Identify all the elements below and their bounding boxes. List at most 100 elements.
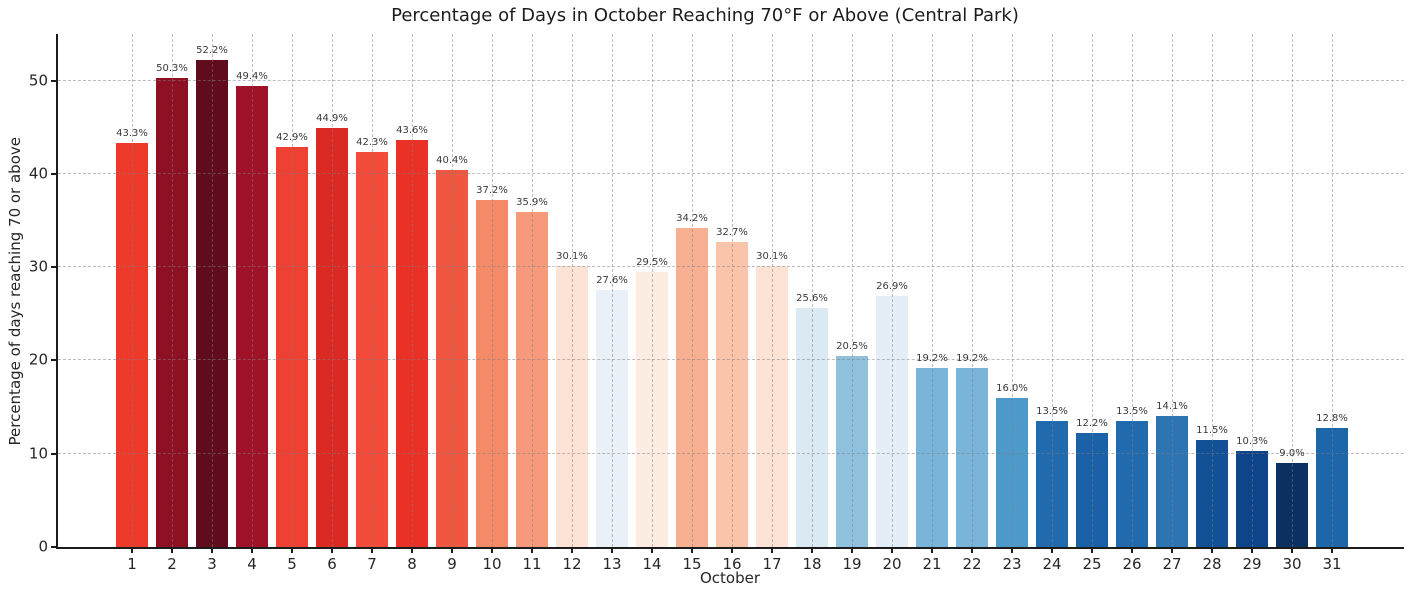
x-tick-label: 27 — [1162, 555, 1182, 573]
v-gridline — [1292, 34, 1293, 547]
x-tick-mark — [571, 549, 573, 553]
x-tick-label: 6 — [327, 555, 337, 573]
bar-column: 52.2% 3 — [192, 34, 232, 573]
v-gridline — [332, 34, 333, 547]
bar-column: 13.5% 24 — [1032, 34, 1072, 573]
v-gridline — [1132, 34, 1133, 547]
x-tick-label: 28 — [1202, 555, 1222, 573]
bar-value-label: 25.6% — [796, 293, 828, 305]
x-tick-mark — [451, 549, 453, 553]
bar-value-label: 30.1% — [556, 251, 588, 263]
x-tick-label: 26 — [1122, 555, 1142, 573]
v-gridline — [132, 34, 133, 547]
bar-column: 29.5% 14 — [632, 34, 672, 573]
v-gridline — [412, 34, 413, 547]
bar-column: 9.0% 30 — [1272, 34, 1312, 573]
y-tick-label: 20 — [28, 350, 48, 369]
x-tick-mark — [1131, 549, 1133, 553]
bar-value-label: 34.2% — [676, 213, 708, 225]
x-tick-label: 2 — [167, 555, 177, 573]
y-tick-label: 10 — [28, 444, 48, 463]
bar-column: 42.3% 7 — [352, 34, 392, 573]
bar-column: 30.1% 17 — [752, 34, 792, 573]
y-tick-mark — [51, 79, 56, 82]
bar-column: 35.9% 11 — [512, 34, 552, 573]
bar-column: 26.9% 20 — [872, 34, 912, 573]
v-gridline — [1212, 34, 1213, 547]
v-gridline — [212, 34, 213, 547]
x-tick-label: 30 — [1282, 555, 1302, 573]
bar-value-label: 12.8% — [1316, 412, 1348, 424]
x-tick-label: 4 — [247, 555, 257, 573]
bar-value-label: 13.5% — [1116, 406, 1148, 418]
x-tick-label: 21 — [922, 555, 942, 573]
x-tick-mark — [1011, 549, 1013, 553]
bar-value-label: 19.2% — [916, 352, 948, 364]
v-gridline — [772, 34, 773, 547]
x-tick-label: 15 — [682, 555, 702, 573]
bar-value-label: 44.9% — [316, 113, 348, 125]
x-tick-mark — [651, 549, 653, 553]
bar-value-label: 40.4% — [436, 155, 468, 167]
x-tick-mark — [931, 549, 933, 553]
h-gridline — [58, 172, 1404, 174]
x-axis-label: October — [699, 569, 761, 587]
x-tick-mark — [131, 549, 133, 553]
bar-column: 20.5% 19 — [832, 34, 872, 573]
v-gridline — [452, 34, 453, 547]
x-tick-label: 10 — [482, 555, 502, 573]
bar-value-label: 27.6% — [596, 274, 628, 286]
x-tick-mark — [171, 549, 173, 553]
x-tick-mark — [371, 549, 373, 553]
x-tick-mark — [811, 549, 813, 553]
x-tick-mark — [331, 549, 333, 553]
x-tick-label: 20 — [882, 555, 902, 573]
bar-column: 43.6% 8 — [392, 34, 432, 573]
bar-value-label: 10.3% — [1236, 435, 1268, 447]
bar-value-label: 13.5% — [1036, 406, 1068, 418]
y-tick-label: 0 — [38, 537, 48, 556]
bar-column: 42.9% 5 — [272, 34, 312, 573]
bar-value-label: 42.3% — [356, 137, 388, 149]
plot-area: 43.3% 1 50.3% 2 52.2% 3 49.4% 4 42.9% 5 44.9% 6 42.3… — [29, 34, 1404, 573]
x-tick-label: 19 — [842, 555, 862, 573]
x-tick-label: 12 — [562, 555, 582, 573]
y-tick-mark — [51, 452, 56, 455]
x-tick-label: 18 — [802, 555, 822, 573]
bar-column: 16.0% 23 — [992, 34, 1032, 573]
bar-column: 34.2% 15 — [672, 34, 712, 573]
bar-value-label: 14.1% — [1156, 400, 1188, 412]
v-gridline — [532, 34, 533, 547]
h-gridline — [58, 359, 1404, 361]
x-tick-label: 24 — [1042, 555, 1062, 573]
bar-column: 32.7% 16 — [712, 34, 752, 573]
x-tick-label: 14 — [642, 555, 662, 573]
v-gridline — [932, 34, 933, 547]
x-tick-mark — [491, 549, 493, 553]
bar-column: 11.5% 28 — [1192, 34, 1232, 573]
x-tick-mark — [1091, 549, 1093, 553]
bar-value-label: 19.2% — [956, 352, 988, 364]
x-tick-mark — [971, 549, 973, 553]
y-axis: 0 10 20 30 40 50 — [29, 34, 1404, 554]
y-tick-label: 30 — [28, 257, 48, 276]
v-gridline — [1092, 34, 1093, 547]
bar-column: 25.6% 18 — [792, 34, 832, 573]
x-tick-label: 13 — [602, 555, 622, 573]
v-gridline — [492, 34, 493, 547]
x-tick-label: 1 — [127, 555, 137, 573]
v-gridline — [812, 34, 813, 547]
h-gridline — [58, 79, 1404, 81]
x-tick-label: 25 — [1082, 555, 1102, 573]
x-tick-label: 22 — [962, 555, 982, 573]
bar-column: 12.2% 25 — [1072, 34, 1112, 573]
bar-value-label: 11.5% — [1196, 424, 1228, 436]
chart-title: Percentage of Days in October Reaching 7… — [391, 5, 1019, 26]
bar-column: 43.3% 1 — [112, 34, 152, 573]
y-tick-label: 50 — [28, 71, 48, 90]
bar-column: 27.6% 13 — [592, 34, 632, 573]
x-tick-mark — [531, 549, 533, 553]
y-axis-label: Percentage of days reaching 70 or above — [6, 137, 24, 446]
v-gridline — [1172, 34, 1173, 547]
v-gridline — [692, 34, 693, 547]
